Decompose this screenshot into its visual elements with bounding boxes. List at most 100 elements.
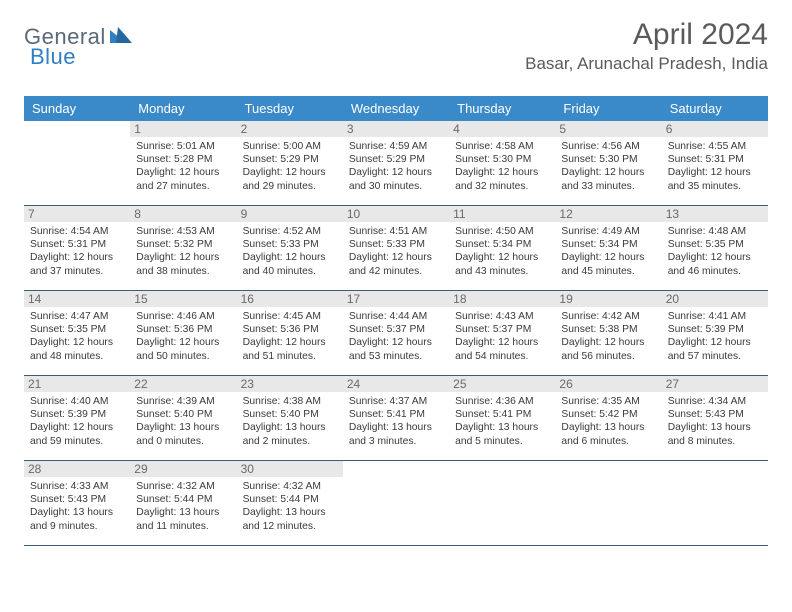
day-info: Sunrise: 4:34 AMSunset: 5:43 PMDaylight:…	[668, 395, 762, 448]
day-number: 4	[449, 121, 555, 137]
day-number: 30	[237, 461, 343, 477]
day-number: 8	[130, 206, 236, 222]
day-number: 16	[237, 291, 343, 307]
day-number: 26	[555, 376, 661, 392]
day-info: Sunrise: 4:35 AMSunset: 5:42 PMDaylight:…	[561, 395, 655, 448]
day-info: Sunrise: 4:52 AMSunset: 5:33 PMDaylight:…	[243, 225, 337, 278]
day-number: 15	[130, 291, 236, 307]
day-info: Sunrise: 4:36 AMSunset: 5:41 PMDaylight:…	[455, 395, 549, 448]
day-number: 6	[662, 121, 768, 137]
day-number: 10	[343, 206, 449, 222]
day-info: Sunrise: 5:01 AMSunset: 5:28 PMDaylight:…	[136, 140, 230, 193]
day-cell: 7 Sunrise: 4:54 AMSunset: 5:31 PMDaylight…	[24, 206, 130, 290]
day-info: Sunrise: 4:32 AMSunset: 5:44 PMDaylight:…	[243, 480, 337, 533]
day-cell: 30 Sunrise: 4:32 AMSunset: 5:44 PMDayligh…	[237, 461, 343, 545]
day-cell: 25 Sunrise: 4:36 AMSunset: 5:41 PMDayligh…	[449, 376, 555, 460]
day-info: Sunrise: 4:43 AMSunset: 5:37 PMDaylight:…	[455, 310, 549, 363]
day-info: Sunrise: 4:46 AMSunset: 5:36 PMDaylight:…	[136, 310, 230, 363]
day-cell: 24 Sunrise: 4:37 AMSunset: 5:41 PMDayligh…	[343, 376, 449, 460]
day-cell: 15 Sunrise: 4:46 AMSunset: 5:36 PMDayligh…	[130, 291, 236, 375]
day-info: Sunrise: 4:45 AMSunset: 5:36 PMDaylight:…	[243, 310, 337, 363]
day-header-saturday: Saturday	[662, 96, 768, 121]
day-cell: 29Sunrise: 4:32 AMSunset: 5:44 PMDayligh…	[130, 461, 236, 545]
calendar: SundayMondayTuesdayWednesdayThursdayFrid…	[24, 96, 768, 546]
day-cell: 28 Sunrise: 4:33 AMSunset: 5:43 PMDayligh…	[24, 461, 130, 545]
day-number: 1	[130, 121, 236, 137]
week-row: 21 Sunrise: 4:40 AMSunset: 5:39 PMDayligh…	[24, 376, 768, 461]
calendar-body: 1 Sunrise: 5:01 AMSunset: 5:28 PMDaylight…	[24, 121, 768, 546]
day-number: 22	[130, 376, 236, 392]
day-info: Sunrise: 4:41 AMSunset: 5:39 PMDaylight:…	[668, 310, 762, 363]
day-cell: 20Sunrise: 4:41 AMSunset: 5:39 PMDayligh…	[662, 291, 768, 375]
day-cell: 9 Sunrise: 4:52 AMSunset: 5:33 PMDaylight…	[237, 206, 343, 290]
day-header-thursday: Thursday	[449, 96, 555, 121]
calendar-header-row: SundayMondayTuesdayWednesdayThursdayFrid…	[24, 96, 768, 121]
logo-blue-text-wrap: Blue	[30, 44, 76, 70]
day-info: Sunrise: 4:47 AMSunset: 5:35 PMDaylight:…	[30, 310, 124, 363]
week-row: 14Sunrise: 4:47 AMSunset: 5:35 PMDayligh…	[24, 291, 768, 376]
day-number: 13	[662, 206, 768, 222]
day-info: Sunrise: 4:33 AMSunset: 5:43 PMDaylight:…	[30, 480, 124, 533]
day-number: 18	[449, 291, 555, 307]
day-cell	[343, 461, 449, 545]
day-cell: 1 Sunrise: 5:01 AMSunset: 5:28 PMDaylight…	[130, 121, 236, 205]
week-row: 7 Sunrise: 4:54 AMSunset: 5:31 PMDaylight…	[24, 206, 768, 291]
day-info: Sunrise: 4:51 AMSunset: 5:33 PMDaylight:…	[349, 225, 443, 278]
day-info: Sunrise: 5:00 AMSunset: 5:29 PMDaylight:…	[243, 140, 337, 193]
day-number: 7	[24, 206, 130, 222]
day-info: Sunrise: 4:56 AMSunset: 5:30 PMDaylight:…	[561, 140, 655, 193]
day-info: Sunrise: 4:54 AMSunset: 5:31 PMDaylight:…	[30, 225, 124, 278]
day-cell: 6 Sunrise: 4:55 AMSunset: 5:31 PMDaylight…	[662, 121, 768, 205]
day-info: Sunrise: 4:59 AMSunset: 5:29 PMDaylight:…	[349, 140, 443, 193]
day-number: 19	[555, 291, 661, 307]
day-cell: 3 Sunrise: 4:59 AMSunset: 5:29 PMDaylight…	[343, 121, 449, 205]
day-info: Sunrise: 4:44 AMSunset: 5:37 PMDaylight:…	[349, 310, 443, 363]
week-row: 28 Sunrise: 4:33 AMSunset: 5:43 PMDayligh…	[24, 461, 768, 546]
day-cell: 16 Sunrise: 4:45 AMSunset: 5:36 PMDayligh…	[237, 291, 343, 375]
day-number: 2	[237, 121, 343, 137]
day-cell: 23 Sunrise: 4:38 AMSunset: 5:40 PMDayligh…	[237, 376, 343, 460]
day-cell	[449, 461, 555, 545]
day-info: Sunrise: 4:55 AMSunset: 5:31 PMDaylight:…	[668, 140, 762, 193]
day-cell: 21 Sunrise: 4:40 AMSunset: 5:39 PMDayligh…	[24, 376, 130, 460]
day-cell: 22 Sunrise: 4:39 AMSunset: 5:40 PMDayligh…	[130, 376, 236, 460]
week-row: 1 Sunrise: 5:01 AMSunset: 5:28 PMDaylight…	[24, 121, 768, 206]
day-number: 3	[343, 121, 449, 137]
day-header-friday: Friday	[555, 96, 661, 121]
day-number: 25	[449, 376, 555, 392]
day-cell: 5Sunrise: 4:56 AMSunset: 5:30 PMDaylight…	[555, 121, 661, 205]
day-info: Sunrise: 4:53 AMSunset: 5:32 PMDaylight:…	[136, 225, 230, 278]
day-cell: 14Sunrise: 4:47 AMSunset: 5:35 PMDayligh…	[24, 291, 130, 375]
day-number: 21	[24, 376, 130, 392]
day-number: 24	[343, 376, 449, 392]
day-cell	[662, 461, 768, 545]
day-info: Sunrise: 4:37 AMSunset: 5:41 PMDaylight:…	[349, 395, 443, 448]
day-cell: 26 Sunrise: 4:35 AMSunset: 5:42 PMDayligh…	[555, 376, 661, 460]
day-number: 23	[237, 376, 343, 392]
day-info: Sunrise: 4:40 AMSunset: 5:39 PMDaylight:…	[30, 395, 124, 448]
day-cell: 11 Sunrise: 4:50 AMSunset: 5:34 PMDayligh…	[449, 206, 555, 290]
day-info: Sunrise: 4:50 AMSunset: 5:34 PMDaylight:…	[455, 225, 549, 278]
month-title: April 2024	[525, 18, 768, 52]
day-number: 11	[449, 206, 555, 222]
day-number: 28	[24, 461, 130, 477]
day-cell: 18 Sunrise: 4:43 AMSunset: 5:37 PMDayligh…	[449, 291, 555, 375]
day-info: Sunrise: 4:39 AMSunset: 5:40 PMDaylight:…	[136, 395, 230, 448]
location: Basar, Arunachal Pradesh, India	[525, 54, 768, 74]
day-cell: 19 Sunrise: 4:42 AMSunset: 5:38 PMDayligh…	[555, 291, 661, 375]
logo-triangle-icon	[110, 27, 132, 48]
day-header-tuesday: Tuesday	[237, 96, 343, 121]
logo-text-blue: Blue	[30, 44, 76, 69]
day-number: 27	[662, 376, 768, 392]
day-cell: 8 Sunrise: 4:53 AMSunset: 5:32 PMDaylight…	[130, 206, 236, 290]
day-number: 29	[130, 461, 236, 477]
day-info: Sunrise: 4:42 AMSunset: 5:38 PMDaylight:…	[561, 310, 655, 363]
day-info: Sunrise: 4:49 AMSunset: 5:34 PMDaylight:…	[561, 225, 655, 278]
day-cell: 13Sunrise: 4:48 AMSunset: 5:35 PMDayligh…	[662, 206, 768, 290]
day-info: Sunrise: 4:58 AMSunset: 5:30 PMDaylight:…	[455, 140, 549, 193]
day-number: 9	[237, 206, 343, 222]
day-info: Sunrise: 4:38 AMSunset: 5:40 PMDaylight:…	[243, 395, 337, 448]
day-number: 12	[555, 206, 661, 222]
day-cell: 10 Sunrise: 4:51 AMSunset: 5:33 PMDayligh…	[343, 206, 449, 290]
day-cell: 12 Sunrise: 4:49 AMSunset: 5:34 PMDayligh…	[555, 206, 661, 290]
